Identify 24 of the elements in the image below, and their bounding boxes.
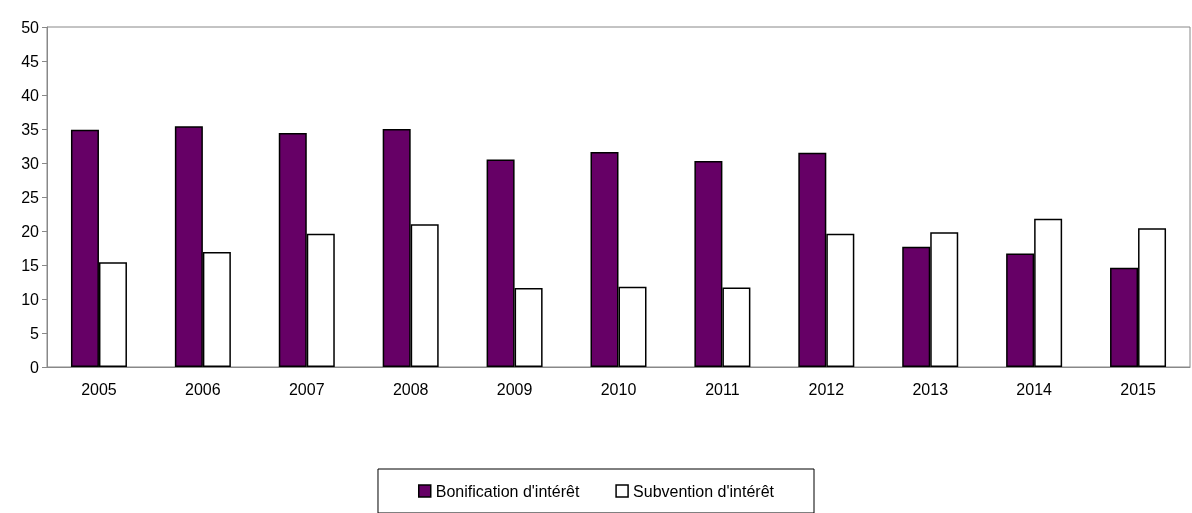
x-tick-label: 2005 bbox=[81, 380, 117, 398]
x-tick-label: 2015 bbox=[1120, 380, 1156, 398]
legend-label: Subvention d'intérêt bbox=[633, 482, 775, 500]
y-tick-label: 20 bbox=[21, 222, 40, 240]
x-tick-label: 2012 bbox=[808, 380, 845, 398]
y-tick-label: 30 bbox=[21, 154, 40, 172]
y-tick-label: 10 bbox=[21, 290, 40, 308]
y-tick-label: 45 bbox=[21, 52, 40, 70]
x-tick-label: 2007 bbox=[288, 380, 325, 398]
x-tick-label: 2011 bbox=[705, 380, 740, 398]
x-tick-label: 2008 bbox=[392, 380, 429, 398]
x-tick-label: 2010 bbox=[600, 380, 637, 398]
x-tick-label: 2006 bbox=[185, 380, 221, 398]
y-tick-label: 40 bbox=[21, 86, 40, 104]
y-tick-label: 0 bbox=[30, 358, 40, 376]
x-tick-label: 2014 bbox=[1016, 380, 1053, 398]
legend-label: Bonification d'intérêt bbox=[435, 482, 580, 500]
x-tick-label: 2013 bbox=[912, 380, 949, 398]
y-tick-label: 5 bbox=[30, 324, 40, 342]
y-tick-label: 25 bbox=[21, 188, 40, 206]
y-tick-label: 35 bbox=[21, 120, 40, 138]
y-tick-label: 15 bbox=[21, 256, 40, 274]
x-tick-label: 2009 bbox=[496, 380, 533, 398]
y-tick-label: 50 bbox=[21, 18, 40, 36]
